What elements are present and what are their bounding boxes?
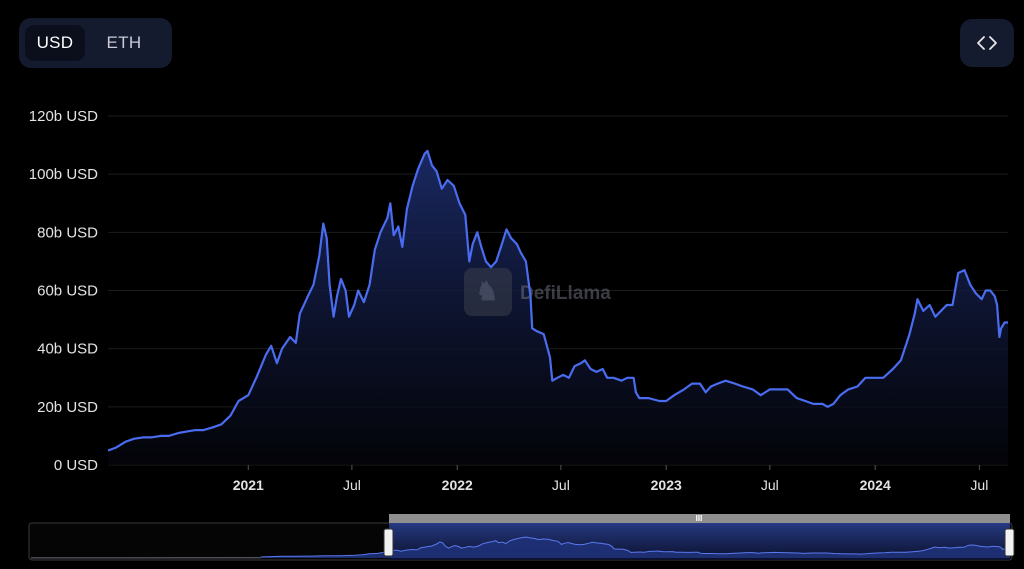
range-selector[interactable]: III: [28, 514, 1015, 561]
y-axis: 0 USD 20b USD 40b USD 60b USD 80b USD 100b US…: [29, 108, 98, 474]
x-axis: 2021 Jul 2022 Jul 2023 Jul 2024 Jul: [233, 465, 988, 493]
y-tick-label: 0 USD: [54, 457, 98, 474]
y-tick-label: 60b USD: [37, 283, 98, 300]
watermark: ♞ DefiLlama: [464, 268, 611, 316]
range-selector-left-handle[interactable]: [383, 528, 394, 557]
svg-text:♞: ♞: [475, 276, 498, 306]
x-tick-label: Jul: [552, 477, 570, 493]
x-tick-label: 2023: [651, 477, 682, 493]
currency-toggle: USD ETH: [19, 18, 172, 68]
x-tick-label: Jul: [761, 477, 779, 493]
x-tick-label: Jul: [970, 477, 988, 493]
range-selector-grip[interactable]: III: [696, 514, 703, 523]
range-selector-drag-bar[interactable]: [389, 514, 1010, 523]
x-tick-label: 2022: [442, 477, 473, 493]
embed-code-button[interactable]: [960, 19, 1014, 67]
x-tick-label: Jul: [343, 477, 361, 493]
defillama-logo-icon: [464, 268, 512, 316]
y-tick-label: 120b USD: [29, 108, 98, 125]
series-area: [108, 150, 1008, 465]
range-selector-mini-line: [260, 536, 1010, 558]
range-selector-mini-area: [260, 537, 1010, 558]
currency-option-usd[interactable]: USD: [25, 25, 85, 61]
y-tick-label: 100b USD: [29, 166, 98, 183]
y-tick-label: 80b USD: [37, 224, 98, 241]
series-line: [107, 149, 1008, 452]
x-tick-label: 2024: [860, 477, 891, 493]
watermark-label: DefiLlama: [520, 283, 611, 304]
y-tick-label: 40b USD: [37, 341, 98, 358]
y-tick-label: 20b USD: [37, 399, 98, 416]
range-selector-right-handle[interactable]: [1004, 528, 1015, 557]
code-brackets-icon: [977, 36, 997, 50]
x-tick-label: 2021: [233, 477, 264, 493]
currency-option-eth[interactable]: ETH: [106, 33, 142, 52]
